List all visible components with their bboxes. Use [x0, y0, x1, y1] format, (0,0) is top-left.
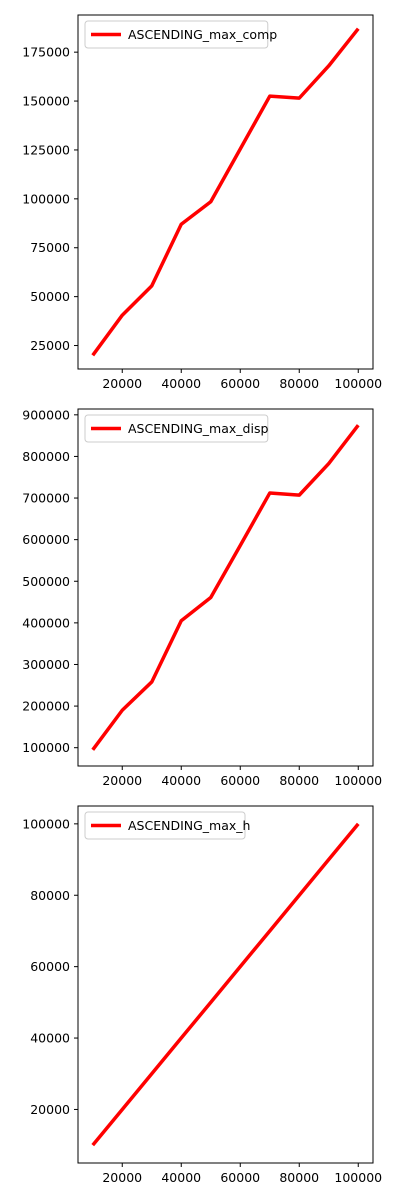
y-tick-label: 600000: [22, 532, 70, 547]
y-tick-label: 800000: [22, 449, 70, 464]
y-tick-label: 50000: [30, 289, 70, 304]
legend-box: [84, 20, 269, 49]
series-line-1: [91, 822, 360, 1147]
y-tick-label: 150000: [22, 94, 70, 109]
legend-label: ASCENDING_max_h: [128, 818, 250, 833]
axes-frame: [77, 408, 374, 767]
y-tick-label: 20000: [30, 1102, 70, 1117]
legend: ASCENDING_max_comp: [84, 20, 277, 49]
y-tick-label: 125000: [22, 142, 70, 157]
y-tick-label: 75000: [30, 240, 70, 255]
y-tick-label: 80000: [30, 888, 70, 903]
y-tick-label: 100000: [22, 191, 70, 206]
legend: ASCENDING_max_disp: [84, 414, 269, 443]
y-tick-label: 100000: [22, 816, 70, 831]
legend-label: ASCENDING_max_comp: [128, 27, 277, 42]
x-tick-label: 20000: [102, 773, 142, 788]
legend-box: [84, 414, 269, 443]
chart-panel-2: 20000 40000 60000 80000 100000 100000 200000 30…: [22, 407, 382, 788]
x-tick-label: 100000: [334, 376, 382, 391]
y-tick-label: 500000: [22, 574, 70, 589]
y-tick-label: 40000: [30, 1031, 70, 1046]
y-tick-label: 25000: [30, 338, 70, 353]
series-line-1: [91, 424, 360, 751]
x-tick-label: 60000: [220, 376, 260, 391]
y-tick-label: 100000: [22, 740, 70, 755]
x-tick-label: 20000: [102, 376, 142, 391]
chart-panel-1: 20000 40000 60000 80000 100000 25000 50000 7500…: [22, 14, 382, 391]
legend-label: ASCENDING_max_disp: [128, 421, 268, 436]
x-tick-label: 80000: [279, 773, 319, 788]
y-tick-label: 300000: [22, 657, 70, 672]
x-tick-label: 40000: [161, 773, 201, 788]
x-tick-label: 20000: [102, 1170, 142, 1185]
y-tick-label: 200000: [22, 699, 70, 714]
x-tick-label: 40000: [161, 1170, 201, 1185]
axes-frame: [77, 14, 374, 370]
y-tick-label: 900000: [22, 407, 70, 422]
x-tick-label: 40000: [161, 376, 201, 391]
x-tick-label: 80000: [279, 1170, 319, 1185]
y-tick-label: 60000: [30, 959, 70, 974]
x-tick-label: 100000: [334, 1170, 382, 1185]
y-tick-label: 400000: [22, 615, 70, 630]
x-tick-label: 60000: [220, 1170, 260, 1185]
legend-box: [84, 811, 246, 840]
y-tick-label: 700000: [22, 491, 70, 506]
x-tick-label: 60000: [220, 773, 260, 788]
y-tick-label: 175000: [22, 45, 70, 60]
legend: ASCENDING_max_h: [84, 811, 250, 840]
axes-frame: [77, 805, 374, 1164]
series-line-1: [91, 27, 360, 357]
x-tick-label: 100000: [334, 773, 382, 788]
x-tick-label: 80000: [279, 376, 319, 391]
chart-panel-3: 20000 40000 60000 80000 100000 20000 40000 6000…: [22, 805, 382, 1185]
